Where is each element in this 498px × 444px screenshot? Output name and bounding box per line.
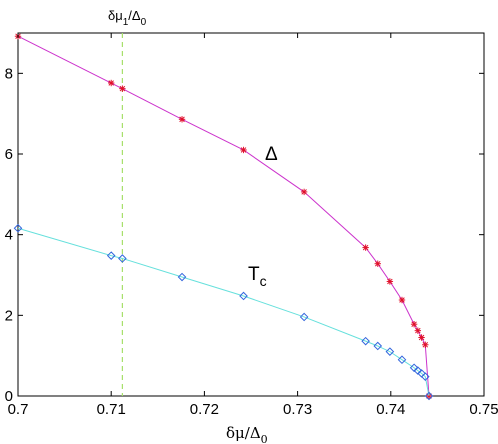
- data-point: [413, 366, 423, 375]
- plot-area: [17, 32, 485, 397]
- series-group: [13, 33, 434, 401]
- data-point: [397, 355, 407, 365]
- star-stroke: [415, 327, 421, 334]
- x-axis-label: δμ/Δ0: [226, 424, 268, 444]
- star-stroke: [422, 342, 429, 348]
- data-point: [414, 327, 422, 334]
- data-point: [409, 363, 419, 373]
- data-point: [398, 296, 406, 304]
- star-stroke: [418, 334, 425, 341]
- x-tick-label: 0.73: [283, 401, 312, 418]
- x-tick-label: 0.74: [376, 401, 405, 418]
- data-point: [418, 334, 425, 341]
- delta-series-label: Δ: [265, 144, 278, 165]
- star-stroke: [240, 147, 247, 153]
- star-stroke: [301, 189, 307, 195]
- data-point: [240, 146, 247, 154]
- plot-frame: [17, 32, 485, 397]
- y-tick-label: 2: [5, 307, 13, 324]
- star-stroke: [387, 278, 393, 285]
- star-stroke: [119, 85, 126, 92]
- vline-label: δμ1/Δ0: [108, 8, 147, 28]
- x-tick-label: 0.71: [97, 401, 126, 418]
- data-point: [386, 278, 394, 285]
- data-point: [106, 251, 116, 260]
- star-stroke: [179, 116, 185, 123]
- x-tick-label: 0.75: [469, 401, 498, 418]
- data-point: [118, 254, 127, 263]
- y-tick-label: 8: [5, 65, 13, 82]
- y-tick-label: 6: [5, 146, 13, 163]
- data-point: [422, 341, 429, 348]
- star-stroke: [362, 244, 369, 251]
- star-stroke: [399, 297, 405, 303]
- data-point: [108, 79, 115, 87]
- data-point: [424, 391, 434, 401]
- data-point: [13, 223, 23, 233]
- data-point: [178, 116, 186, 123]
- x-tick-label: 0.72: [190, 401, 219, 418]
- axis-ticks: 0.7 0.71 0.72 0.73 0.74 0.75 0 2 4 6 8: [5, 33, 498, 418]
- data-point: [385, 347, 395, 356]
- data-point: [420, 372, 430, 381]
- data-point: [374, 260, 381, 267]
- data-point: [361, 336, 370, 346]
- data-point: [362, 244, 369, 251]
- data-point: [300, 188, 308, 196]
- star-stroke: [108, 80, 114, 86]
- y-tick-label: 0: [5, 388, 13, 405]
- tc-series-label: Tc: [248, 264, 267, 289]
- series-line: [17, 227, 430, 397]
- data-point: [119, 85, 126, 92]
- data-point: [239, 291, 248, 301]
- series-1: [13, 223, 434, 401]
- data-point: [177, 272, 187, 282]
- data-point: [373, 341, 383, 351]
- x-tick-label: 0.7: [8, 401, 29, 418]
- y-tick-label: 4: [5, 227, 13, 244]
- data-point: [299, 312, 309, 322]
- star-stroke: [374, 260, 381, 267]
- data-point: [410, 321, 418, 328]
- star-stroke: [411, 321, 417, 327]
